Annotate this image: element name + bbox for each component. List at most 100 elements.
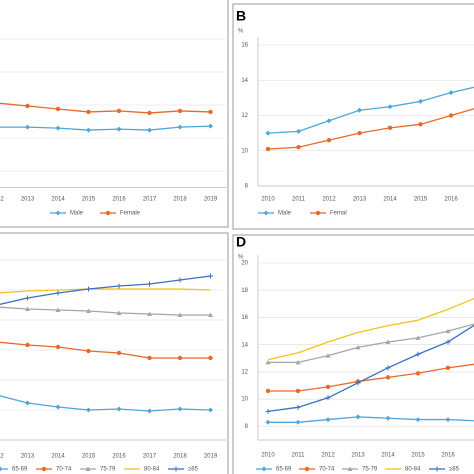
point (25, 400, 30, 406)
x-tick-label: 2012 (322, 197, 336, 203)
point (25, 103, 30, 109)
legend-label: 70-74 (319, 467, 335, 473)
x-tick-label: 2014 (383, 197, 397, 203)
point (27, 290, 29, 292)
y-tick-label: 10 (241, 397, 248, 403)
x-tick-label: 2018 (173, 197, 187, 203)
point (385, 339, 391, 344)
x-tick-label: 2016 (112, 454, 126, 460)
x-tick-label: 2015 (414, 197, 428, 203)
point (295, 388, 301, 394)
point (295, 404, 301, 410)
point (355, 414, 361, 420)
point (116, 126, 122, 132)
x-tick-label: 2019 (204, 454, 218, 460)
legend-marker (263, 210, 269, 216)
point (265, 130, 271, 136)
x-tick-label: 2013 (351, 453, 365, 459)
x-tick-label: 2016 (444, 197, 458, 203)
point (325, 417, 331, 423)
point (116, 350, 122, 356)
point (357, 107, 362, 113)
panel-frame (0, 0, 229, 228)
point (86, 127, 91, 133)
x-tick-label: 2010 (261, 197, 275, 203)
x-tick-label: 2014 (381, 453, 395, 459)
point (25, 124, 30, 130)
legend-label: ≥85 (188, 467, 199, 473)
legend-marker (347, 466, 353, 471)
point (116, 310, 122, 315)
legend-label: Male (70, 211, 84, 217)
point (445, 328, 451, 334)
x-tick-label: 2019 (204, 197, 218, 203)
point (147, 127, 152, 133)
series-line (268, 416, 474, 423)
y-tick-label: 16 (241, 43, 248, 49)
point (147, 110, 152, 116)
x-tick-label: 2010 (261, 453, 275, 459)
point (147, 408, 152, 414)
point (147, 281, 152, 287)
point (149, 288, 151, 290)
point (55, 404, 61, 410)
point (116, 283, 122, 289)
point (357, 332, 359, 334)
point (295, 419, 301, 425)
point (25, 342, 30, 348)
y-tick-label: 14 (241, 342, 248, 348)
legend-marker (55, 210, 61, 216)
legend-label: 65-69 (12, 467, 28, 473)
legend-label: Femal (330, 211, 347, 217)
legend-marker (131, 468, 133, 470)
point (385, 415, 391, 421)
legend-marker (261, 466, 267, 472)
panel-label: B (236, 8, 246, 24)
legend-marker (315, 210, 321, 216)
point (179, 288, 181, 290)
point (147, 355, 152, 361)
x-tick-label: 2011 (292, 453, 306, 459)
x-tick-label: 2013 (353, 197, 367, 203)
point (385, 375, 391, 380)
series-line (268, 323, 474, 364)
point (387, 125, 393, 131)
point (208, 312, 213, 317)
point (447, 308, 449, 310)
x-tick-label: 2018 (173, 454, 187, 460)
point (86, 109, 91, 115)
point (116, 406, 122, 412)
legend-marker (85, 466, 91, 471)
x-tick-label: 2013 (21, 454, 35, 460)
y-tick-label: 10 (241, 148, 248, 154)
y-tick-label: 20 (241, 261, 248, 267)
y-tick-label: 12 (241, 370, 248, 376)
point (55, 290, 61, 296)
point (208, 123, 213, 129)
x-tick-label: 2012 (0, 197, 4, 203)
point (448, 90, 454, 96)
panel-frame (232, 234, 474, 474)
x-tick-label: 2011 (292, 197, 306, 203)
x-tick-label: 2017 (143, 454, 157, 460)
point (147, 311, 152, 316)
point (210, 289, 212, 291)
series-line (267, 86, 474, 134)
point (415, 335, 421, 340)
point (177, 312, 183, 317)
point (265, 408, 271, 414)
point (445, 365, 451, 371)
legend-marker (304, 466, 310, 472)
point (355, 344, 361, 350)
y-tick-label: 18 (241, 288, 248, 294)
point (177, 108, 183, 114)
panel-frame (0, 232, 229, 474)
point (55, 344, 61, 350)
legend-marker (434, 466, 440, 472)
point (267, 359, 269, 361)
point (445, 417, 451, 423)
point (116, 108, 122, 114)
point (448, 113, 454, 118)
